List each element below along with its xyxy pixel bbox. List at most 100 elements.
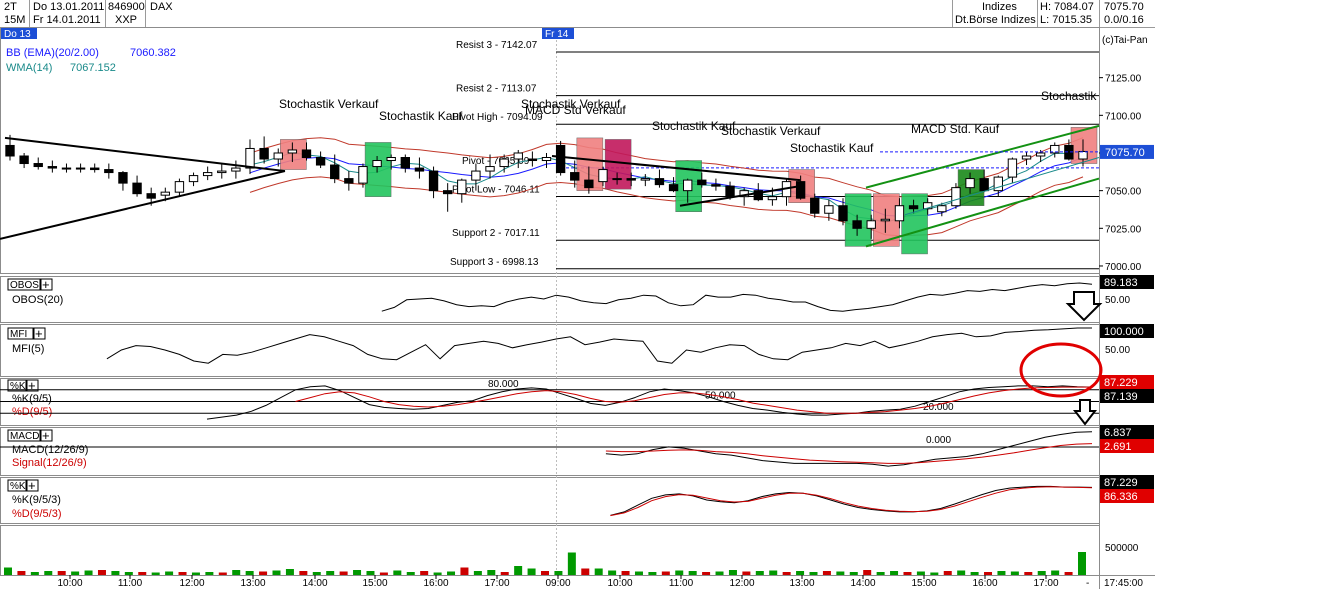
panel-button-label: MACD xyxy=(10,431,39,442)
instrument-name: DAX xyxy=(150,1,173,13)
level-label: Pivot High - 7094.09 xyxy=(452,112,543,123)
add-indicator-icon: + xyxy=(42,277,50,292)
volume-bar xyxy=(259,571,268,575)
signal-box xyxy=(364,142,392,197)
volume-bar xyxy=(581,568,590,575)
low-value: L: 7015.35 xyxy=(1040,14,1092,26)
channel-line xyxy=(865,177,1100,248)
exchange-code: XXP xyxy=(115,14,138,26)
stoch-series-line xyxy=(206,385,1093,420)
panel-frame xyxy=(0,276,1100,323)
volume-bar xyxy=(715,571,724,575)
y-tick-label: 50.00 xyxy=(1105,345,1130,356)
candle xyxy=(1035,152,1046,157)
period-top[interactable]: 2T xyxy=(4,1,17,13)
candle xyxy=(188,175,199,183)
volume-bar xyxy=(916,571,925,575)
obos-value: 89.183 xyxy=(1104,277,1138,289)
stoch-series-line xyxy=(295,386,1092,414)
signal-annotation: Stochastik Verkauf xyxy=(279,97,379,111)
volume-bar xyxy=(984,572,993,575)
candle xyxy=(513,152,523,160)
volume-bar xyxy=(178,572,187,575)
mfi-line xyxy=(106,327,1092,364)
candle xyxy=(1021,155,1032,160)
volume-bar xyxy=(191,572,200,575)
volume-bar xyxy=(943,571,952,575)
volume-bar xyxy=(1078,552,1086,575)
highlight-circle-icon xyxy=(1019,342,1103,398)
stoch-k-value-bg xyxy=(1100,375,1154,389)
candle xyxy=(414,167,425,172)
volume-bar xyxy=(863,570,872,575)
panel-button xyxy=(7,327,34,340)
stoch-d-value-bg xyxy=(1100,389,1154,403)
date-bottom: Fr 14.01.2011 xyxy=(33,14,101,26)
volume-bar xyxy=(970,572,979,575)
candle xyxy=(160,191,170,196)
candle xyxy=(725,185,735,198)
volume-bar xyxy=(353,570,362,575)
volume-bar xyxy=(1024,572,1033,575)
candle xyxy=(104,169,114,174)
time-label: 17:45:00 xyxy=(1104,578,1143,589)
mfi-value-bg xyxy=(1100,324,1154,338)
candle xyxy=(146,193,156,199)
volume-bar xyxy=(876,572,885,575)
x-tick-label: 15:00 xyxy=(911,578,936,589)
candle xyxy=(683,179,693,192)
candle xyxy=(47,166,58,169)
volume-bar xyxy=(205,572,214,575)
volume-bar xyxy=(742,571,751,575)
macd-series-line xyxy=(605,443,1093,464)
volume-bar xyxy=(97,570,106,575)
candle xyxy=(951,187,961,207)
macd-zero-label: 0.000 xyxy=(926,435,951,446)
x-tick-label: 15:00 xyxy=(362,578,387,589)
volume-bar xyxy=(165,571,174,575)
category-top: Indizes xyxy=(982,1,1017,13)
chart-window: 2T 15M Do 13.01.2011 Fr 14.01.2011 84690… xyxy=(0,0,1155,589)
candle xyxy=(174,181,185,193)
last-value: 7075.70 xyxy=(1104,1,1144,13)
add-indicator-button xyxy=(40,278,53,291)
volume-bar xyxy=(71,571,80,575)
volume-bar xyxy=(420,571,429,575)
volume-bar xyxy=(500,572,509,575)
indicator-label: Signal(12/26/9) xyxy=(12,457,87,469)
slow-d-value: 86.336 xyxy=(1104,491,1138,503)
volume-bar xyxy=(447,571,456,575)
slow-d-value-bg xyxy=(1100,489,1154,503)
indicator-label: %D(9/5) xyxy=(12,406,52,418)
candle xyxy=(442,190,453,195)
stoch-k-value: 87.229 xyxy=(1104,377,1138,389)
panel-frame xyxy=(0,427,1100,476)
day-marker-label: Do 13 xyxy=(4,29,31,40)
volume-bar xyxy=(594,568,603,575)
macd-signal-value-bg xyxy=(1100,439,1154,453)
down-arrow-icon xyxy=(1072,399,1098,426)
candle xyxy=(795,181,806,199)
macd-value: 6.837 xyxy=(1104,427,1132,439)
obos-value-bg xyxy=(1100,275,1154,289)
indicator-label: %K(9/5/3) xyxy=(12,494,61,506)
volume-bar xyxy=(406,572,415,575)
candle xyxy=(1064,144,1074,160)
candle xyxy=(259,147,269,160)
volume-bar xyxy=(232,570,241,575)
y-tick-label: 7125.00 xyxy=(1105,74,1142,85)
stoch-level-label: 20.000 xyxy=(923,402,954,413)
volume-bar xyxy=(634,571,643,575)
x-tick-label: 12:00 xyxy=(179,578,204,589)
macd-value-bg xyxy=(1100,425,1154,439)
x-tick-label: 10:00 xyxy=(607,578,632,589)
add-indicator-button xyxy=(26,379,39,392)
volume-bar xyxy=(621,571,630,575)
volume-bar xyxy=(849,572,858,575)
period-bottom[interactable]: 15M xyxy=(4,14,26,26)
candle xyxy=(485,166,495,172)
last-price-label: 7075.70 xyxy=(1105,147,1145,159)
candle xyxy=(612,178,622,181)
signal-annotation: Stochastik Verkauf xyxy=(521,97,621,111)
